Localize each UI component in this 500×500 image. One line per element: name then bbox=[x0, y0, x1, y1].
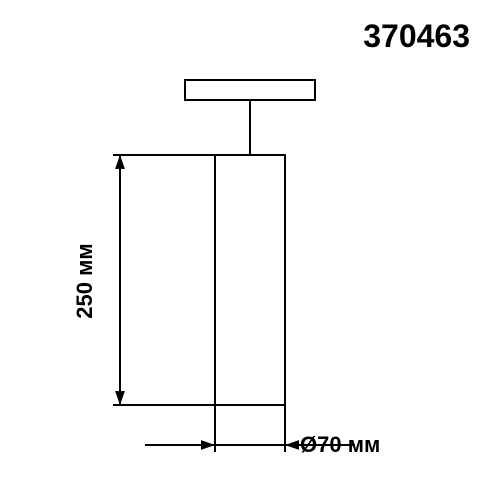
product-code: 370463 bbox=[363, 18, 470, 55]
diameter-dimension-label: Ø70 мм bbox=[300, 432, 380, 458]
height-dimension-label: 250 мм bbox=[72, 231, 98, 331]
